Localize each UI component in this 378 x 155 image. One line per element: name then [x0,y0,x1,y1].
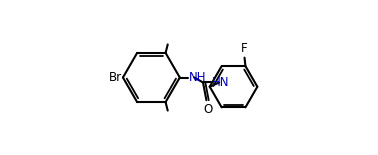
Text: F: F [240,42,247,55]
Text: O: O [203,103,212,116]
Text: HN: HN [212,76,229,89]
Text: NH: NH [189,71,206,84]
Text: Br: Br [108,71,122,84]
